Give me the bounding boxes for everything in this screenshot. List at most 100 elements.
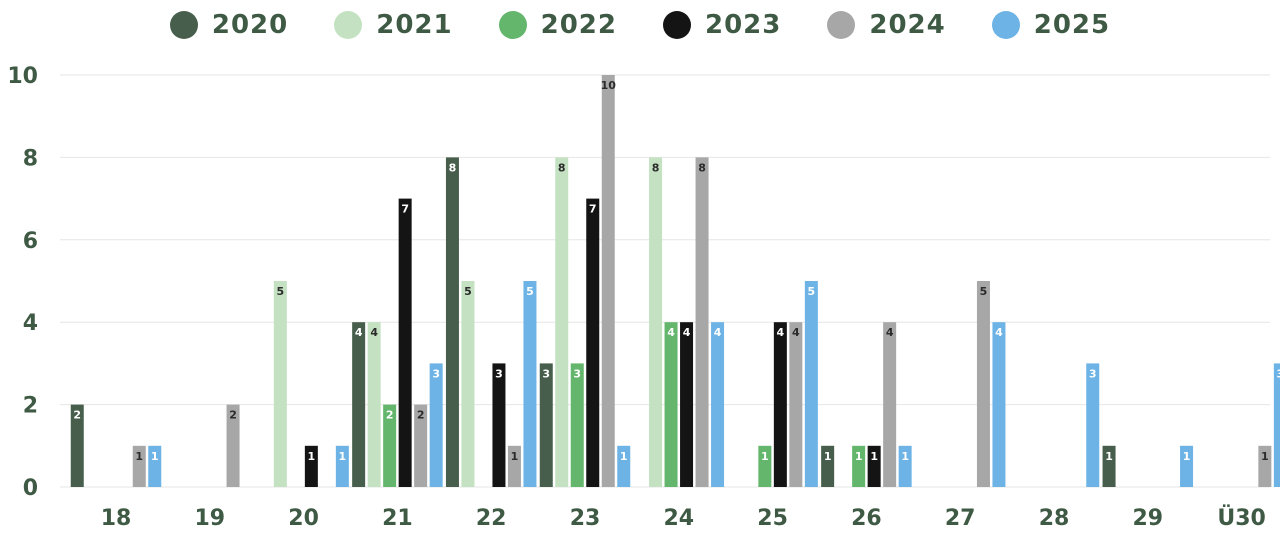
bar-value-label: 2 xyxy=(417,409,425,422)
y-tick-label: 4 xyxy=(23,311,38,336)
bar-2025-21 xyxy=(429,363,443,487)
bar-value-label: 1 xyxy=(511,450,519,463)
bar-2021-21 xyxy=(367,322,381,487)
bar-value-label: 10 xyxy=(601,79,617,92)
bar-value-label: 8 xyxy=(558,161,566,174)
bar-2021-23 xyxy=(555,157,569,487)
bar-2024-21 xyxy=(414,404,428,487)
bar-value-label: 7 xyxy=(401,203,409,216)
bar-value-label: 3 xyxy=(1089,367,1097,380)
bar-2023-22 xyxy=(492,363,506,487)
bar-value-label: 4 xyxy=(792,326,800,339)
y-tick-label: 2 xyxy=(23,394,38,419)
bar-2025-25 xyxy=(804,281,818,487)
bar-2023-26 xyxy=(867,445,881,487)
bar-value-label: 3 xyxy=(495,367,503,380)
legend-label: 2022 xyxy=(540,10,617,40)
legend-item-2022: 2022 xyxy=(498,10,617,40)
legend-label: 2020 xyxy=(211,10,289,40)
bar-value-label: 5 xyxy=(808,285,816,298)
y-tick-label: 8 xyxy=(23,146,38,171)
bar-2022-24 xyxy=(664,322,678,487)
bar-2024-18 xyxy=(132,445,146,487)
bar-2024-23 xyxy=(601,75,615,487)
bar-value-label: 5 xyxy=(277,285,285,298)
bar-value-label: 4 xyxy=(995,326,1003,339)
x-tick-label: 26 xyxy=(851,506,882,531)
x-tick-label: 19 xyxy=(194,506,225,531)
bar-2023-21 xyxy=(398,198,412,487)
bar-2020-29 xyxy=(1102,445,1116,487)
bar-2025-24 xyxy=(711,322,725,487)
x-tick-label: 28 xyxy=(1039,506,1070,531)
x-tick-label: 20 xyxy=(288,506,319,531)
bar-value-label: 8 xyxy=(652,161,660,174)
bar-value-label: 1 xyxy=(339,450,347,463)
bar-value-label: 3 xyxy=(1277,367,1280,380)
bar-2024-25 xyxy=(789,322,803,487)
legend-item-2023: 2023 xyxy=(663,10,781,40)
legend-label: 2025 xyxy=(1033,10,1111,40)
legend-item-2020: 2020 xyxy=(169,10,289,40)
legend-label: 2024 xyxy=(869,10,946,40)
bar-value-label: 1 xyxy=(308,450,316,463)
legend-item-2024: 2024 xyxy=(827,10,945,40)
bar-value-label: 2 xyxy=(386,409,394,422)
legend-swatch xyxy=(498,11,527,39)
bar-2020-26 xyxy=(821,445,835,487)
bar-2020-18 xyxy=(70,404,84,487)
bar-value-label: 4 xyxy=(683,326,691,339)
bar-2025-Ü30 xyxy=(1273,363,1280,487)
bar-2025-20 xyxy=(335,445,349,487)
x-tick-label: 18 xyxy=(101,506,132,531)
bar-value-label: 3 xyxy=(542,367,550,380)
bar-value-label: 5 xyxy=(526,285,534,298)
bar-2023-24 xyxy=(680,322,694,487)
bar-value-label: 4 xyxy=(886,326,894,339)
chart-legend: 2020 2021 2022 2023 2024 2025 xyxy=(0,6,1280,44)
bar-2025-22 xyxy=(523,281,537,487)
bar-2025-28 xyxy=(1086,363,1100,487)
bar-2024-26 xyxy=(883,322,897,487)
y-tick-label: 6 xyxy=(23,229,38,254)
bar-value-label: 5 xyxy=(980,285,988,298)
bar-2024-22 xyxy=(507,445,521,487)
legend-label: 2023 xyxy=(705,10,782,40)
bar-2023-25 xyxy=(773,322,787,487)
bar-value-label: 4 xyxy=(667,326,675,339)
bar-value-label: 3 xyxy=(573,367,581,380)
bar-2025-23 xyxy=(617,445,631,487)
legend-swatch xyxy=(991,11,1020,39)
bar-value-label: 1 xyxy=(1105,450,1113,463)
bar-2023-23 xyxy=(586,198,600,487)
x-tick-label: Ü30 xyxy=(1217,505,1265,531)
bar-value-label: 8 xyxy=(449,161,457,174)
y-tick-label: 10 xyxy=(7,64,38,89)
bar-2021-22 xyxy=(461,281,475,487)
bar-2022-26 xyxy=(852,445,866,487)
bar-2021-20 xyxy=(273,281,287,487)
bar-2022-21 xyxy=(383,404,397,487)
legend-item-2025: 2025 xyxy=(991,10,1111,40)
bar-2024-27 xyxy=(976,281,990,487)
bar-value-label: 3 xyxy=(432,367,440,380)
bar-value-label: 4 xyxy=(370,326,378,339)
bar-value-label: 8 xyxy=(698,161,706,174)
bar-2024-Ü30 xyxy=(1258,445,1272,487)
legend-swatch xyxy=(663,11,691,39)
bar-2024-24 xyxy=(695,157,709,487)
bar-value-label: 1 xyxy=(901,450,909,463)
bar-2025-29 xyxy=(1180,445,1194,487)
bar-2022-25 xyxy=(758,445,772,487)
bar-2022-23 xyxy=(570,363,584,487)
bar-2020-23 xyxy=(539,363,553,487)
x-tick-label: 22 xyxy=(476,506,507,531)
bar-2025-26 xyxy=(898,445,912,487)
bar-value-label: 1 xyxy=(620,450,628,463)
bar-value-label: 5 xyxy=(464,285,472,298)
bar-2020-22 xyxy=(445,157,459,487)
bar-value-label: 2 xyxy=(73,409,81,422)
x-tick-label: 29 xyxy=(1132,506,1163,531)
x-tick-label: 23 xyxy=(570,506,601,531)
